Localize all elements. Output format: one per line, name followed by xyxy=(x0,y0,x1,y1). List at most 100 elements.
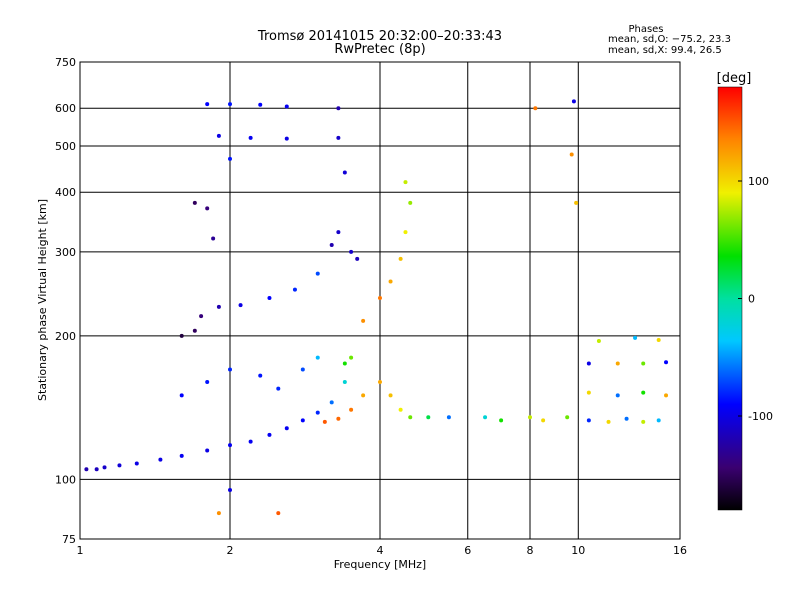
data-point xyxy=(84,467,89,472)
data-point xyxy=(284,136,289,141)
y-tick-label: 300 xyxy=(55,246,76,259)
y-tick-label: 75 xyxy=(62,533,76,546)
data-point xyxy=(641,419,646,424)
data-point xyxy=(117,463,122,468)
data-point xyxy=(361,318,366,323)
data-point xyxy=(276,386,281,391)
data-point xyxy=(606,419,611,424)
data-point xyxy=(615,393,620,398)
data-point xyxy=(179,393,184,398)
data-point xyxy=(398,256,403,261)
x-axis-label: Frequency [MHz] xyxy=(334,558,426,571)
data-point xyxy=(361,393,366,398)
data-point xyxy=(355,256,360,261)
data-point xyxy=(248,439,253,444)
data-point xyxy=(211,236,216,241)
data-point xyxy=(398,407,403,412)
data-point xyxy=(342,380,347,385)
data-point xyxy=(192,328,197,333)
data-point xyxy=(586,361,591,366)
data-point xyxy=(426,415,431,420)
colorbar-tick-label: 100 xyxy=(748,175,769,188)
data-point xyxy=(574,200,579,205)
data-point xyxy=(336,135,341,140)
data-point xyxy=(205,102,210,107)
data-point xyxy=(134,461,139,466)
data-point xyxy=(336,230,341,235)
x-tick-label: 10 xyxy=(571,544,585,557)
data-point xyxy=(94,467,99,472)
data-point xyxy=(329,400,334,405)
x-tick-label: 1 xyxy=(77,544,84,557)
data-point xyxy=(565,415,570,420)
data-point xyxy=(569,152,574,157)
data-point xyxy=(228,367,232,372)
data-point xyxy=(216,133,221,138)
data-point xyxy=(300,367,305,372)
data-point xyxy=(388,279,393,284)
data-point xyxy=(315,410,320,415)
y-tick-label: 500 xyxy=(55,140,76,153)
data-point xyxy=(284,426,289,431)
data-point xyxy=(571,99,576,104)
chart-subtitle: RwPretec (8p) xyxy=(334,42,425,57)
data-point xyxy=(336,106,341,111)
data-point xyxy=(641,361,646,366)
data-point xyxy=(499,418,504,423)
data-point xyxy=(624,416,629,421)
data-point xyxy=(205,448,210,453)
data-point xyxy=(388,393,393,398)
stats-heading: Phases xyxy=(628,24,663,35)
data-point xyxy=(238,303,243,308)
data-point xyxy=(641,390,646,395)
data-point xyxy=(228,488,232,493)
x-axis-ticks: 1 2 4 6 8 10 16 xyxy=(77,544,688,557)
x-tick-label: 8 xyxy=(527,544,534,557)
data-point xyxy=(586,418,591,423)
data-point xyxy=(408,200,413,205)
data-point xyxy=(248,135,253,140)
chart-title: Tromsø 20141015 20:32:00–20:33:43 xyxy=(257,29,502,44)
data-point xyxy=(349,355,354,360)
grid-lines xyxy=(80,62,680,539)
x-tick-label: 16 xyxy=(673,544,687,557)
data-point xyxy=(267,296,272,301)
y-tick-label: 100 xyxy=(55,473,76,486)
x-tick-label: 2 xyxy=(227,544,234,557)
data-point xyxy=(483,415,488,420)
data-point xyxy=(615,361,620,366)
data-point xyxy=(336,416,341,421)
data-point xyxy=(228,102,232,107)
data-point xyxy=(205,206,210,211)
data-point xyxy=(315,271,320,276)
data-points xyxy=(84,99,669,516)
stats-line-x: mean, sd,X: 99.4, 26.5 xyxy=(608,45,722,56)
data-point xyxy=(533,106,538,111)
data-point xyxy=(192,200,197,205)
colorbar-tick-label: 0 xyxy=(748,293,755,306)
data-point xyxy=(656,337,661,342)
y-tick-label: 200 xyxy=(55,330,76,343)
data-point xyxy=(403,180,408,185)
data-point xyxy=(541,418,546,423)
data-point xyxy=(300,418,305,423)
y-tick-label: 600 xyxy=(55,102,76,115)
y-axis-label: Stationary phase Virtual Height [km] xyxy=(36,199,49,401)
data-point xyxy=(528,415,532,420)
data-point xyxy=(216,511,221,516)
data-point xyxy=(633,335,638,340)
x-tick-label: 4 xyxy=(377,544,384,557)
data-point xyxy=(292,287,297,292)
colorbar-tick-label: -100 xyxy=(748,410,773,423)
data-point xyxy=(179,453,184,458)
data-point xyxy=(258,373,263,378)
data-point xyxy=(349,407,354,412)
data-point xyxy=(329,243,334,248)
data-point xyxy=(199,314,204,319)
data-point xyxy=(664,393,669,398)
data-point xyxy=(586,390,591,395)
data-point xyxy=(158,457,163,462)
data-point xyxy=(267,432,272,437)
data-point xyxy=(228,443,232,448)
